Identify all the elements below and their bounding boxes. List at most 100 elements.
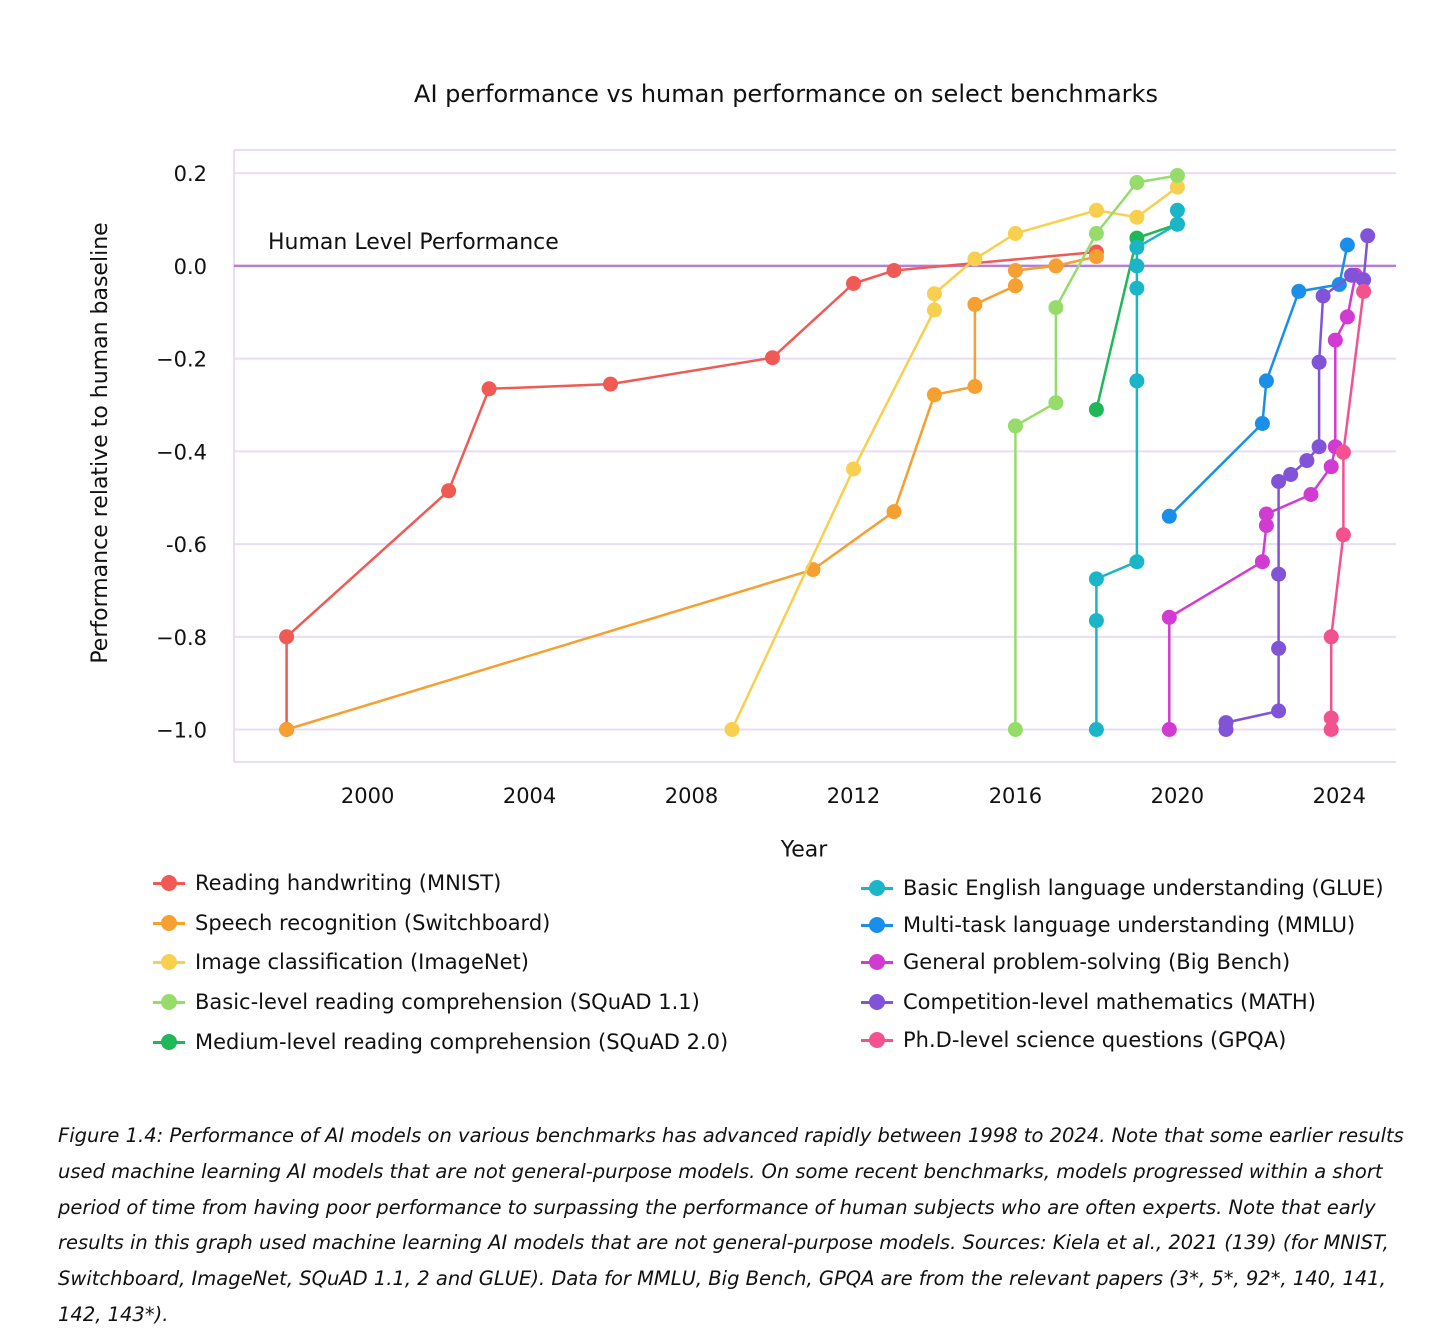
data-point xyxy=(967,379,983,394)
x-tick-label: 2016 xyxy=(989,784,1042,808)
legend-item: Ph.D-level science questions (GPQA) xyxy=(861,1025,1286,1055)
y-tick-label: −0.8 xyxy=(156,626,207,650)
data-point xyxy=(1339,309,1355,325)
data-point xyxy=(1048,395,1064,411)
data-point xyxy=(1323,710,1339,726)
x-tick-label: 2004 xyxy=(503,784,556,808)
data-point xyxy=(1129,373,1145,389)
data-point xyxy=(1088,249,1104,265)
data-point xyxy=(1088,613,1104,629)
data-point xyxy=(846,276,861,291)
data-point xyxy=(1129,258,1145,274)
data-point xyxy=(1271,703,1287,719)
series-2 xyxy=(279,249,1104,737)
legend-swatch xyxy=(153,873,185,893)
data-point xyxy=(481,381,497,397)
y-axis-ticks: 0.2 0.0 −0.2 −0.4 -0.6 −0.8 −1.0 xyxy=(156,162,207,742)
data-point xyxy=(967,296,983,312)
series-1 xyxy=(279,244,1104,737)
data-point xyxy=(1048,258,1064,274)
series-line xyxy=(1168,244,1349,518)
data-point xyxy=(926,286,942,302)
legend-label: Speech recognition (Switchboard) xyxy=(195,911,551,935)
data-point xyxy=(1258,506,1274,522)
data-point xyxy=(1344,267,1359,283)
legend-swatch xyxy=(861,952,893,972)
series-10 xyxy=(1323,283,1372,737)
legend-label: Competition-level mathematics (MATH) xyxy=(903,990,1316,1014)
data-point xyxy=(886,263,902,278)
legend-item: General problem-solving (Big Bench) xyxy=(861,947,1290,977)
data-point xyxy=(1088,202,1104,218)
legend-item: Basic-level reading comprehension (SQuAD… xyxy=(153,987,700,1017)
legend-item: Speech recognition (Switchboard) xyxy=(153,908,550,938)
data-point xyxy=(1088,226,1104,241)
x-tick-label: 2020 xyxy=(1151,784,1204,808)
figure-caption: Figure 1.4: Performance of AI models on … xyxy=(58,1118,1428,1333)
data-point xyxy=(926,302,942,318)
y-tick-label: 0.2 xyxy=(174,162,207,186)
caption-label: Figure 1.4: xyxy=(58,1124,164,1147)
legend-swatch xyxy=(153,913,185,933)
series-line xyxy=(1095,210,1179,730)
data-point xyxy=(724,722,740,737)
human-baseline: Human Level Performance xyxy=(234,230,1396,268)
x-axis-label: Year xyxy=(780,838,829,860)
legend-label: Basic English language understanding (GL… xyxy=(903,876,1384,900)
data-point xyxy=(1048,300,1064,316)
data-point xyxy=(603,376,618,392)
legend-label: Medium-level reading comprehension (SQuA… xyxy=(195,1030,729,1054)
series-6 xyxy=(1088,202,1185,737)
data-point xyxy=(1169,202,1185,218)
data-point xyxy=(1311,439,1327,455)
y-tick-label: −0.2 xyxy=(156,348,207,372)
benchmark-line-chart: AI performance vs human performance on s… xyxy=(88,80,1396,860)
series-line xyxy=(1168,274,1357,730)
data-point xyxy=(1007,278,1023,294)
y-tick-label: −1.0 xyxy=(156,719,207,743)
data-point xyxy=(1360,228,1376,244)
data-point xyxy=(1169,168,1185,183)
data-point xyxy=(1258,518,1274,533)
series-layer xyxy=(279,168,1376,737)
data-point xyxy=(1254,554,1270,570)
data-point xyxy=(1129,280,1145,296)
series-7 xyxy=(1161,237,1355,524)
legend-label: Basic-level reading comprehension (SQuAD… xyxy=(195,990,700,1014)
data-point xyxy=(1323,722,1339,737)
chart-title: AI performance vs human performance on s… xyxy=(414,80,1158,108)
legend-item: Reading handwriting (MNIST) xyxy=(153,868,501,898)
legend: Reading handwriting (MNIST) Speech recogn… xyxy=(150,868,1440,1068)
data-point xyxy=(1129,239,1145,255)
data-point xyxy=(1356,272,1372,288)
legend-swatch xyxy=(861,1030,893,1050)
legend-label: General problem-solving (Big Bench) xyxy=(903,950,1291,974)
data-point xyxy=(1327,332,1343,348)
legend-swatch xyxy=(153,952,185,972)
series-line xyxy=(730,186,1179,731)
data-point xyxy=(1169,216,1185,232)
data-point xyxy=(1356,283,1372,299)
legend-swatch xyxy=(861,915,893,935)
data-point xyxy=(1299,453,1315,469)
legend-label: Multi-task language understanding (MMLU) xyxy=(903,913,1356,937)
x-tick-label: 2024 xyxy=(1313,784,1366,808)
legend-item: Basic English language understanding (GL… xyxy=(861,873,1384,903)
human-baseline-label: Human Level Performance xyxy=(268,230,559,255)
x-tick-label: 2000 xyxy=(341,784,394,808)
data-point xyxy=(1254,416,1270,431)
data-point xyxy=(1007,722,1023,737)
data-point xyxy=(1088,402,1104,418)
data-point xyxy=(1303,487,1319,502)
data-point xyxy=(1283,467,1299,482)
data-point xyxy=(1323,459,1339,475)
legend-label: Reading handwriting (MNIST) xyxy=(195,871,502,895)
caption-text: Performance of AI models on various benc… xyxy=(58,1124,1404,1326)
legend-swatch xyxy=(153,992,185,1012)
data-point xyxy=(1271,566,1287,582)
data-point xyxy=(765,350,780,366)
legend-label: Ph.D-level science questions (GPQA) xyxy=(903,1028,1287,1052)
series-line xyxy=(286,255,1097,731)
data-point xyxy=(1161,508,1177,524)
data-point xyxy=(967,251,983,267)
